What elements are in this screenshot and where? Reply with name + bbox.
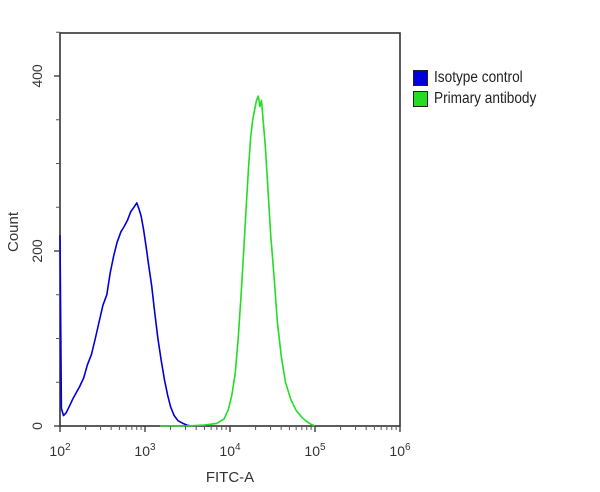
legend-label: Primary antibody (434, 89, 537, 107)
x-axis: 102 103 104 105 106 (49, 426, 411, 459)
y-axis-title: Count (5, 211, 22, 252)
x-tick-label: 102 (49, 442, 71, 459)
x-tick-label: 105 (304, 442, 326, 459)
y-tick-label: 400 (29, 64, 45, 88)
series-layer (59, 95, 316, 427)
y-tick-label: 200 (29, 239, 45, 263)
legend-item-primary-antibody: Primary antibody (413, 88, 550, 109)
plot-frame (59, 32, 401, 427)
legend-swatch-green (413, 90, 428, 107)
series-line-isotype-control (59, 202, 192, 427)
x-tick-label: 103 (134, 442, 156, 459)
series-line-primary-antibody (160, 95, 316, 427)
legend-label: Isotype control (434, 68, 523, 86)
legend-swatch-blue (413, 69, 428, 86)
x-axis-title: FITC-A (206, 469, 254, 486)
y-tick-label: 0 (29, 422, 45, 430)
x-tick-label: 106 (389, 442, 411, 459)
legend: Isotype control Primary antibody (413, 67, 550, 109)
plot-area (59, 32, 401, 427)
legend-item-isotype-control: Isotype control (413, 67, 550, 88)
x-tick-label: 104 (219, 442, 241, 459)
y-axis: 0 200 400 (29, 31, 60, 430)
